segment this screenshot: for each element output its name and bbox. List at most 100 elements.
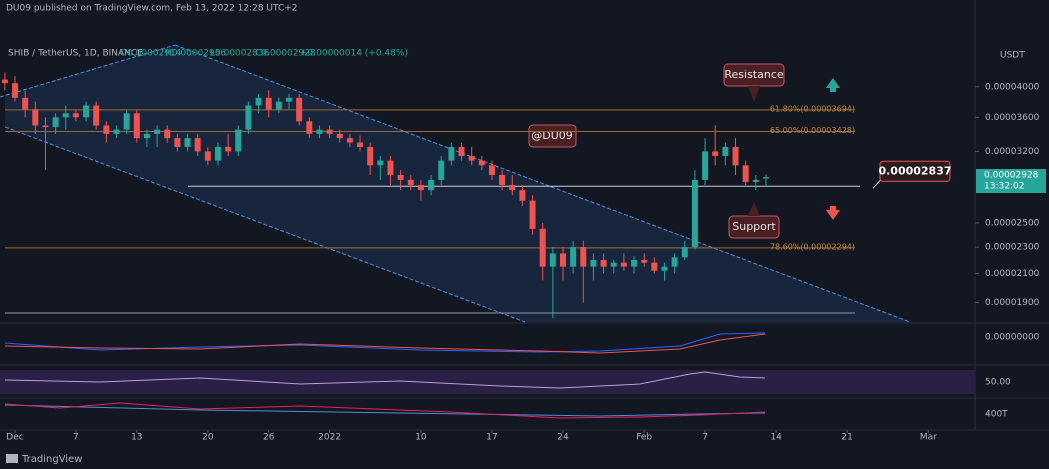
candle-body [549,253,556,267]
y-tick-label: 0.00001900 [985,298,1040,308]
candle-body [357,142,364,147]
candle-body [93,105,100,126]
candle-body [620,262,627,267]
countdown: 13:32:02 [984,182,1024,192]
logo [6,454,18,463]
fib-label: 65.00%(0.00003428) [770,126,855,135]
candle-body [164,129,171,139]
candle-body [377,160,384,166]
candle-body [499,174,506,185]
candle-body [590,259,597,267]
ohlc-close: C0.00002928 [255,49,316,59]
candle-body [732,146,739,166]
x-tick-label: 7 [73,433,79,443]
candle-body [671,257,678,267]
candle-body [306,121,313,134]
candle-body [691,179,698,248]
candle-body [702,151,709,180]
candle-body [174,138,181,147]
candle-body [235,129,242,152]
callout [748,202,760,216]
signal-line [4,333,766,354]
candle-body [154,129,161,134]
candle-body [752,179,759,182]
candle-body [316,129,323,134]
candle-body [367,146,374,166]
author-box [528,124,577,148]
y-tick-label: 0.00003200 [985,147,1040,157]
candle-body [346,138,353,143]
candle-body [184,138,191,147]
x-tick-label: 26 [263,433,275,443]
candle-body [72,113,79,118]
y-tick-label: 0.00004000 [985,82,1040,92]
footer: TradingView [21,454,82,465]
candle-body [255,97,262,106]
candle-body [559,253,566,267]
candle-body [265,97,272,110]
candle-body [62,113,69,118]
candle-body [225,146,232,152]
last-price: 0.00002928 [984,171,1039,181]
candle-body [570,247,577,267]
macd-label: 0.00000000 [985,333,1040,343]
candle-body [661,266,668,271]
candle-body [722,146,729,156]
candle-body [428,179,435,191]
candle-body [712,151,719,156]
x-tick-label: 2022 [318,433,341,443]
candle-body [326,129,333,134]
y-tick-label: 0.00002100 [985,269,1040,279]
candle-body [12,83,19,98]
callout [748,86,760,102]
resistance-label: Resistance [724,68,784,81]
rsi-band [0,370,975,394]
candle-body [448,146,455,161]
channel-fill [5,45,910,322]
candle-body [83,105,90,118]
x-tick-label: 14 [770,433,782,443]
candle-body [417,184,424,191]
channel-line [174,44,911,323]
candle-body [1,79,8,84]
x-tick-label: 13 [131,433,142,443]
candle-body [600,259,607,267]
candle-body [458,146,465,156]
candle-body [113,129,120,134]
up-arrow [826,78,840,92]
channel-line [4,126,526,323]
candle-body [204,151,211,161]
candle-body [641,259,648,263]
support-label: Support [732,220,776,233]
x-tick-label: Mar [920,433,937,443]
fib-label: 78.60%(0.00002294) [770,242,855,251]
currency: USDT [1000,51,1025,61]
candle-body [580,247,587,267]
candle-body [286,97,293,102]
candle-body [681,247,688,258]
y-tick-label: 0.00003600 [985,113,1040,123]
candle-body [651,262,658,271]
candle-body [529,200,536,229]
support-price: 0.00002837 [878,164,951,177]
candle-body [103,125,110,134]
candle-body [245,105,252,130]
macd-line [4,332,766,353]
candle-body [52,117,59,128]
candle-body [143,133,150,139]
candle-body [610,262,617,267]
candle-body [742,165,749,182]
ohlc-change: +0.00000014 (+0.48%) [300,49,408,59]
published: DU09 published on TradingView.com, Feb 1… [6,4,298,14]
candle-body [488,165,495,175]
candle-body [407,179,414,185]
candle-body [32,109,39,126]
symbol: SHIB / TetherUS, 1D, BINANCE [8,49,143,59]
x-tick-label: Feb [636,433,652,443]
last-price-box [976,169,1046,193]
candle-body [397,174,404,180]
x-tick-label: 10 [415,433,427,443]
x-tick-label: 21 [841,433,852,443]
candle-body [22,97,29,110]
